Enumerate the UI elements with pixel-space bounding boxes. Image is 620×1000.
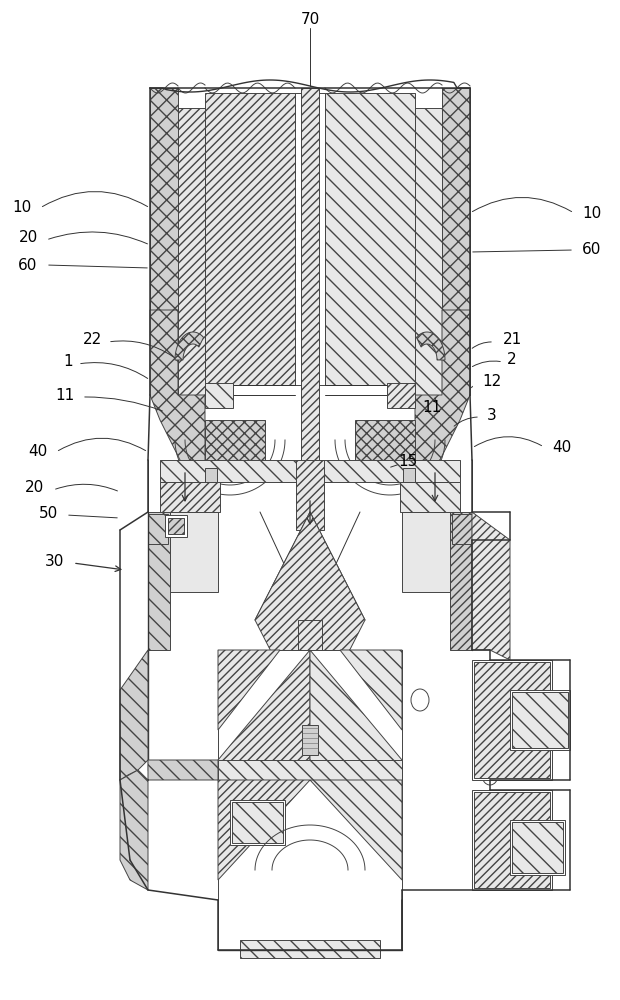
Ellipse shape <box>411 689 429 711</box>
Ellipse shape <box>407 529 423 551</box>
Bar <box>160 482 220 512</box>
Bar <box>402 512 450 592</box>
Text: 21: 21 <box>502 332 521 348</box>
Bar <box>205 383 233 408</box>
Polygon shape <box>218 780 310 880</box>
Bar <box>387 383 415 408</box>
Text: 3: 3 <box>487 408 497 422</box>
Text: 11: 11 <box>55 387 74 402</box>
Polygon shape <box>295 730 315 748</box>
Text: 15: 15 <box>399 454 418 470</box>
Bar <box>298 620 322 730</box>
Bar <box>452 514 472 544</box>
Text: 70: 70 <box>300 12 320 27</box>
Bar <box>342 668 402 686</box>
Bar <box>415 108 442 395</box>
Polygon shape <box>175 332 203 360</box>
Bar <box>170 512 218 592</box>
Polygon shape <box>310 650 402 780</box>
Bar <box>301 88 319 475</box>
Text: 12: 12 <box>482 374 502 389</box>
Polygon shape <box>120 650 148 780</box>
Bar <box>355 420 415 470</box>
Text: 11: 11 <box>422 400 441 416</box>
Bar <box>400 482 460 512</box>
Text: 60: 60 <box>582 242 601 257</box>
Polygon shape <box>310 780 402 880</box>
Text: 2: 2 <box>507 353 517 367</box>
Bar <box>295 93 325 385</box>
Text: 60: 60 <box>19 257 38 272</box>
Text: 40: 40 <box>29 444 48 460</box>
Bar <box>512 692 568 748</box>
Bar <box>302 725 318 755</box>
Bar <box>450 512 472 650</box>
Bar <box>240 940 380 958</box>
Bar <box>205 420 265 470</box>
Bar <box>218 760 402 780</box>
Bar <box>403 468 415 482</box>
Bar <box>218 668 278 686</box>
Bar <box>510 690 570 750</box>
Polygon shape <box>415 310 470 480</box>
Polygon shape <box>460 460 472 560</box>
Ellipse shape <box>482 765 498 785</box>
Bar <box>474 662 550 778</box>
Bar <box>218 780 402 950</box>
Bar <box>218 650 402 668</box>
Bar <box>442 88 470 395</box>
Polygon shape <box>340 650 402 730</box>
Bar <box>160 460 460 482</box>
Ellipse shape <box>197 529 213 551</box>
Polygon shape <box>417 332 445 360</box>
Text: 10: 10 <box>582 206 601 221</box>
Bar <box>168 518 184 534</box>
Polygon shape <box>150 310 205 480</box>
Bar <box>512 822 563 873</box>
Polygon shape <box>120 760 218 890</box>
Bar <box>472 660 552 780</box>
Bar <box>510 820 565 875</box>
Polygon shape <box>218 650 310 780</box>
Text: 20: 20 <box>25 481 45 495</box>
Bar <box>205 93 295 385</box>
Text: 20: 20 <box>19 231 38 245</box>
Text: 50: 50 <box>38 506 58 522</box>
Bar <box>232 802 283 843</box>
Ellipse shape <box>372 825 388 845</box>
Text: 22: 22 <box>82 332 102 348</box>
Polygon shape <box>472 512 510 660</box>
Bar <box>325 93 415 385</box>
Bar <box>472 790 552 890</box>
Bar <box>296 460 324 530</box>
Bar <box>178 108 205 395</box>
Bar <box>230 800 285 845</box>
Bar <box>205 468 217 482</box>
Bar <box>165 515 187 537</box>
Bar <box>474 792 550 888</box>
Text: 40: 40 <box>552 440 572 454</box>
Polygon shape <box>218 650 280 730</box>
Polygon shape <box>148 460 160 560</box>
Bar <box>148 512 170 650</box>
Bar <box>150 88 178 395</box>
Text: 1: 1 <box>63 355 73 369</box>
Text: 10: 10 <box>12 200 32 216</box>
Bar <box>148 514 168 544</box>
Polygon shape <box>255 512 365 728</box>
Text: 30: 30 <box>45 554 64 570</box>
Bar <box>218 650 402 780</box>
